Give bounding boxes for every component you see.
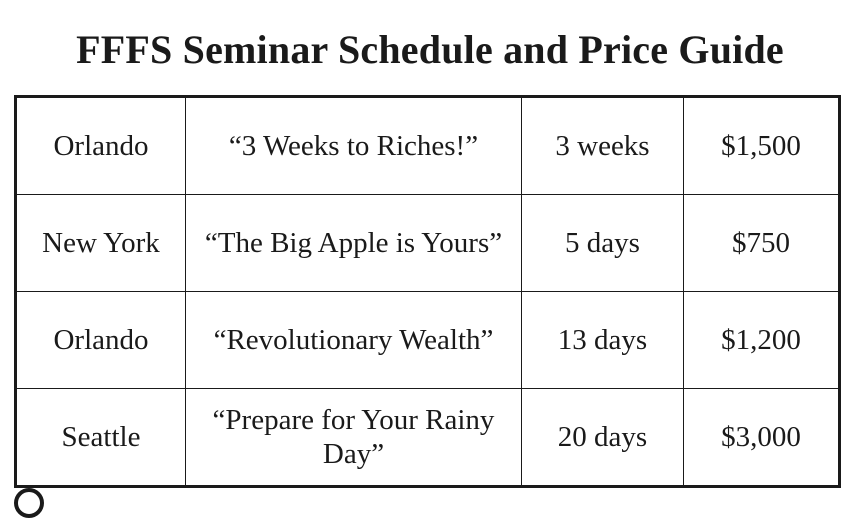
duration-cell: 3 weeks	[521, 96, 684, 195]
duration-cell: 5 days	[521, 194, 684, 292]
table-row: New York “The Big Apple is Yours” 5 days…	[15, 194, 840, 292]
table-row: Seattle “Prepare for Your Rainy Day” 20 …	[15, 388, 840, 487]
seminar-schedule-table: Orlando “3 Weeks to Riches!” 3 weeks $1,…	[14, 95, 841, 488]
seminar-title-cell: “Revolutionary Wealth”	[185, 291, 522, 389]
page-title: FFFS Seminar Schedule and Price Guide	[76, 27, 784, 72]
city-cell: Seattle	[15, 388, 186, 487]
seminar-title-cell: “The Big Apple is Yours”	[185, 194, 522, 292]
seminar-title-cell: “Prepare for Your Rainy Day”	[185, 388, 522, 487]
price-cell: $1,200	[683, 291, 840, 389]
partial-circle-mark	[14, 488, 44, 518]
table-row: Orlando “Revolutionary Wealth” 13 days $…	[15, 291, 840, 389]
city-cell: Orlando	[15, 96, 186, 195]
duration-cell: 13 days	[521, 291, 684, 389]
duration-cell: 20 days	[521, 388, 684, 487]
city-cell: New York	[15, 194, 186, 292]
city-cell: Orlando	[15, 291, 186, 389]
price-cell: $1,500	[683, 96, 840, 195]
table-row: Orlando “3 Weeks to Riches!” 3 weeks $1,…	[15, 96, 840, 195]
price-cell: $3,000	[683, 388, 840, 487]
seminar-title-cell: “3 Weeks to Riches!”	[185, 96, 522, 195]
price-cell: $750	[683, 194, 840, 292]
